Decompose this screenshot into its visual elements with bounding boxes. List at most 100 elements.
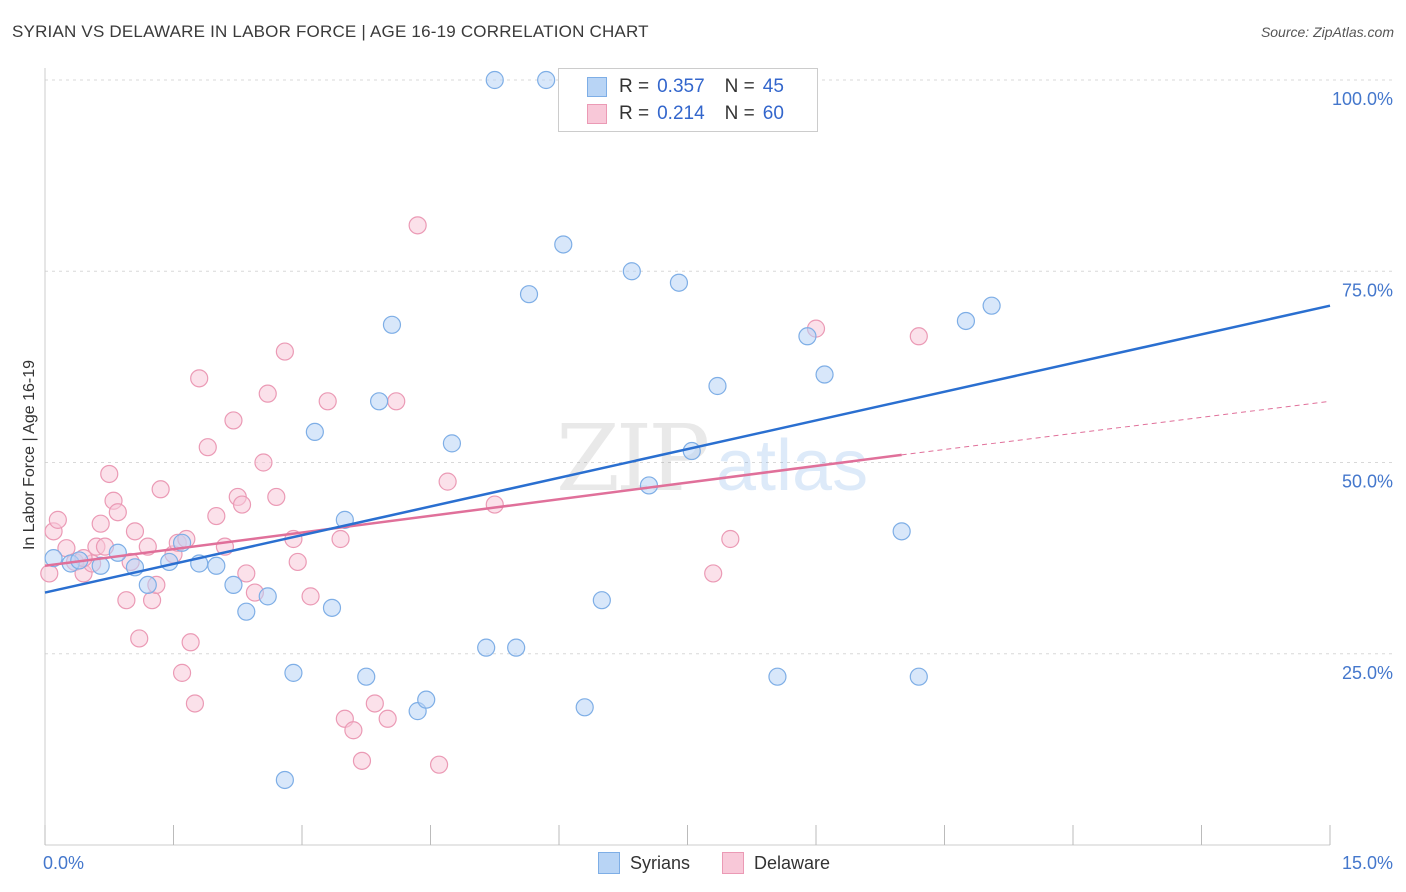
delaware-point [485,495,504,514]
delaware-point [181,633,200,652]
syrians-point [224,575,243,595]
delaware-point [207,506,226,526]
syrians-swatch [587,77,607,97]
syrians-point [91,556,110,575]
delaware-point [254,453,273,472]
delaware-point [352,751,372,770]
delaware-point [267,487,286,507]
chart-title: SYRIAN VS DELAWARE IN LABOR FORCE | AGE … [12,22,649,41]
legend-r-label: R = [619,103,650,124]
syrians-swatch [598,852,620,874]
syrians-point [537,70,556,90]
y-axis-label: In Labor Force | Age 16-19 [21,360,38,550]
syrians-point [258,587,277,606]
delaware-point [237,564,256,583]
delaware-point [275,342,294,361]
delaware-point [258,384,277,403]
delaware-point [344,721,363,740]
stats-legend: R = 0.357 N = 45 R = 0.214 N = 60 [558,68,818,132]
y-tick-label: 50.0% [1342,472,1393,492]
syrians-point [982,296,1001,315]
syrians-point [622,262,641,281]
syrians-point [322,598,342,617]
syrians-point [108,543,127,562]
delaware-point [288,552,307,572]
x-tick-min: 0.0% [43,853,84,873]
delaware-point [438,472,457,491]
watermark-zip: ZIP [556,405,707,512]
syrians-point [207,556,226,575]
delaware-point [185,694,205,713]
trend-lines [44,304,1331,594]
delaware-point [301,587,320,606]
delaware-point [378,709,397,728]
delaware-point [91,514,110,533]
delaware-point [909,327,928,346]
legend-row-delaware: R = 0.214 N = 60 [587,101,784,127]
delaware-trend-line [44,453,902,568]
delaware-point [704,564,723,583]
legend-row-syrians: R = 0.357 N = 45 [587,74,784,100]
legend-item-syrians[interactable]: Syrians [598,852,690,874]
watermark: ZIP atlas [556,405,868,512]
delaware-point [172,663,192,682]
legend-r-value: 0.357 [657,76,705,97]
syrians-point [237,602,256,621]
axes [44,68,1331,846]
syrians-point [507,638,526,657]
syrians-point [370,392,389,411]
legend-item-delaware[interactable]: Delaware [722,852,830,874]
delaware-trend-extension [901,400,1331,456]
delaware-point [142,591,162,610]
syrians-point [275,770,294,790]
delaware-point [224,411,243,430]
delaware-point [100,464,119,484]
delaware-point [125,522,145,541]
syrians-point [442,434,462,453]
syrians-point [519,285,539,304]
delaware-point [130,629,149,648]
delaware-point [190,369,209,388]
syrians-point [768,667,787,686]
syrians-point [357,667,376,686]
syrians-point [160,552,179,572]
delaware-swatch [722,852,745,874]
y-tick-label: 75.0% [1342,280,1393,300]
syrians-point [305,422,324,441]
delaware-point [721,529,740,549]
syrians-point [956,311,976,331]
syrians-point [708,376,727,396]
watermark-atlas: atlas [716,426,868,506]
delaware-point [318,392,337,411]
delaware-point [331,529,350,549]
syrians-point [575,698,594,717]
syrians-point [682,441,701,461]
delaware-point [429,755,449,774]
x-tick-max: 15.0% [1342,853,1393,873]
syrians-point [892,522,911,541]
y-tick-label: 25.0% [1342,663,1393,683]
source-label: Source: ZipAtlas.com [1260,24,1394,40]
syrians-point [477,638,496,657]
legend-r-label: R = [619,76,650,97]
syrians-point [284,663,303,682]
delaware-point [365,694,384,713]
delaware-point [408,216,427,235]
syrians-point [382,315,402,334]
delaware-point [387,392,406,411]
delaware-point [232,495,252,514]
syrians-point [669,273,689,292]
legend-n-label: N = [724,76,755,97]
syrians-point [44,549,63,568]
delaware-point [117,591,136,610]
delaware-swatch [587,104,607,124]
y-tick-labels: 25.0% 50.0% 75.0% 100.0% [1332,89,1393,683]
syrians-point [639,476,659,495]
delaware-point [198,438,217,457]
syrians-point [554,235,573,254]
delaware-point [108,503,127,522]
legend-n-value: 45 [762,76,784,97]
syrians-point [417,690,436,709]
legend-n-label: N = [724,103,755,124]
